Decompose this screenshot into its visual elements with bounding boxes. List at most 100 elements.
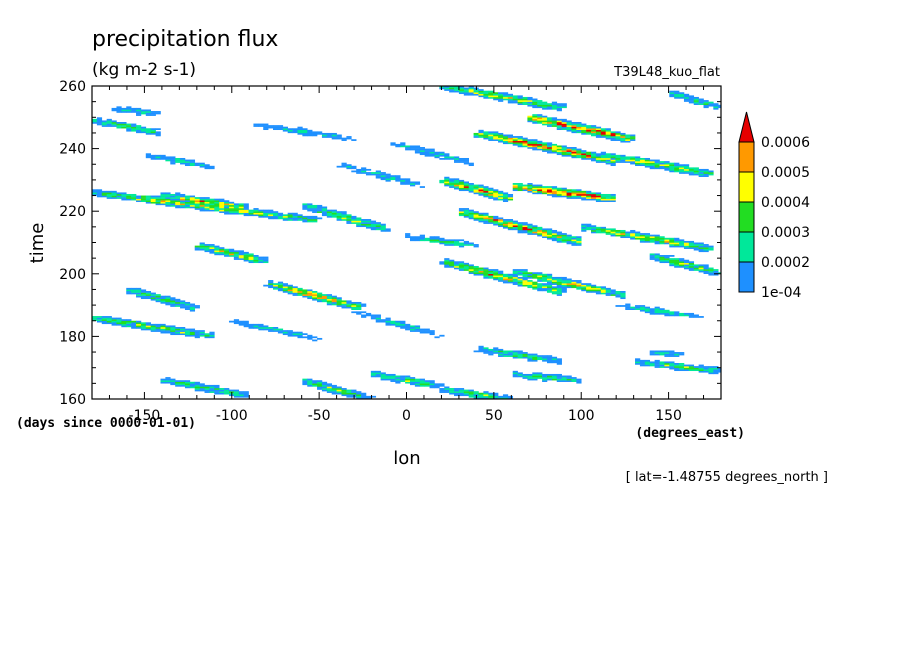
heatmap-cell: [610, 157, 616, 160]
heatmap-cell: [111, 317, 117, 320]
heatmap-cell: [512, 283, 518, 285]
heatmap-cell: [414, 145, 421, 148]
heatmap-cell: [581, 197, 587, 199]
heatmap-cell: [683, 366, 690, 368]
heatmap-cell: [639, 240, 646, 243]
heatmap-cell: [683, 96, 690, 99]
heatmap-cell: [527, 225, 533, 228]
heatmap-cell: [595, 154, 602, 157]
heatmap-cell: [468, 190, 474, 193]
heatmap-cell: [106, 120, 112, 123]
heatmap-cell: [390, 143, 396, 146]
heatmap-cell: [312, 211, 318, 213]
heatmap-cell: [380, 173, 386, 176]
heatmap-cell: [512, 350, 518, 353]
heatmap-cell: [292, 214, 298, 217]
heatmap-cell: [586, 125, 592, 127]
heatmap-cell: [458, 183, 465, 185]
heatmap-cell: [586, 131, 592, 134]
heatmap-cell: [307, 334, 313, 337]
heatmap-cell: [131, 289, 137, 292]
heatmap-cell: [175, 200, 181, 203]
heatmap-cell: [454, 184, 460, 187]
heatmap-cell: [463, 214, 469, 217]
heatmap-cell: [532, 98, 538, 101]
heatmap-cell: [165, 157, 171, 160]
heatmap-cell: [693, 366, 699, 368]
heatmap-cell: [512, 278, 518, 281]
heatmap-cell: [556, 294, 562, 296]
heatmap-cell: [361, 394, 367, 397]
heatmap-cell: [194, 200, 200, 203]
heatmap-cell: [180, 330, 186, 332]
heatmap-cell: [551, 359, 558, 362]
heatmap-cell: [405, 378, 411, 381]
heatmap-cell: [674, 314, 680, 317]
heatmap-cell: [96, 317, 103, 320]
heatmap-cell: [204, 333, 210, 336]
heatmap-cell: [155, 157, 161, 160]
heatmap-cell: [669, 167, 675, 170]
heatmap-cell: [165, 193, 171, 196]
heatmap-cell: [654, 161, 660, 163]
heatmap-cell: [679, 352, 685, 354]
heatmap-cell: [493, 198, 499, 201]
heatmap-cell: [170, 303, 176, 306]
heatmap-cell: [591, 154, 597, 157]
heatmap-cell: [478, 272, 484, 274]
heatmap-cell: [346, 301, 352, 304]
heatmap-cell: [537, 106, 543, 109]
heatmap-cell: [458, 392, 465, 395]
heatmap-cell: [703, 244, 709, 246]
heatmap-cell: [160, 195, 166, 198]
heatmap-cell: [463, 186, 469, 188]
heatmap-cell: [287, 219, 293, 221]
heatmap-cell: [228, 255, 235, 257]
heatmap-cell: [92, 319, 98, 321]
heatmap-cell: [258, 323, 264, 326]
heatmap-cell: [449, 157, 455, 160]
heatmap-cell: [273, 287, 279, 290]
heatmap-cell: [576, 189, 582, 192]
heatmap-cell: [204, 164, 210, 167]
heatmap-cell: [409, 181, 416, 184]
heatmap-cell: [458, 394, 465, 397]
heatmap-cell: [537, 275, 543, 278]
heatmap-cell: [204, 391, 210, 393]
heatmap-cell: [576, 380, 582, 382]
heatmap-cell: [439, 157, 445, 160]
heatmap-cell: [361, 311, 367, 314]
heatmap-cell: [209, 250, 215, 253]
heatmap-cell: [664, 165, 670, 168]
heatmap-cell: [414, 327, 421, 329]
heatmap-cell: [331, 392, 337, 395]
heatmap-cell: [277, 126, 284, 129]
heatmap-cell: [233, 203, 240, 206]
heatmap-cell: [449, 259, 455, 262]
heatmap-cell: [556, 126, 562, 129]
heatmap-cell: [150, 294, 156, 296]
heatmap-cell: [683, 369, 690, 372]
heatmap-cell: [155, 330, 161, 332]
heatmap-cell: [664, 259, 670, 262]
heatmap-cell: [155, 300, 161, 303]
heatmap-cell: [493, 96, 499, 99]
heatmap-cell: [468, 212, 474, 215]
heatmap-cell: [199, 165, 205, 168]
heatmap-cell: [150, 195, 156, 198]
heatmap-cell: [551, 280, 558, 282]
heatmap-cell: [253, 256, 259, 259]
heatmap-cell: [126, 126, 132, 129]
heatmap-cell: [321, 212, 328, 215]
heatmap-cell: [502, 220, 509, 223]
heatmap-cell: [483, 350, 489, 353]
heatmap-cell: [365, 397, 372, 399]
heatmap-cell: [155, 134, 161, 137]
heatmap-cell: [556, 236, 562, 239]
heatmap-cell: [595, 198, 602, 201]
heatmap-cell: [693, 369, 699, 372]
heatmap-cell: [468, 92, 474, 95]
heatmap-cell: [502, 226, 509, 229]
heatmap-cell: [507, 101, 514, 104]
heatmap-cell: [155, 298, 161, 301]
